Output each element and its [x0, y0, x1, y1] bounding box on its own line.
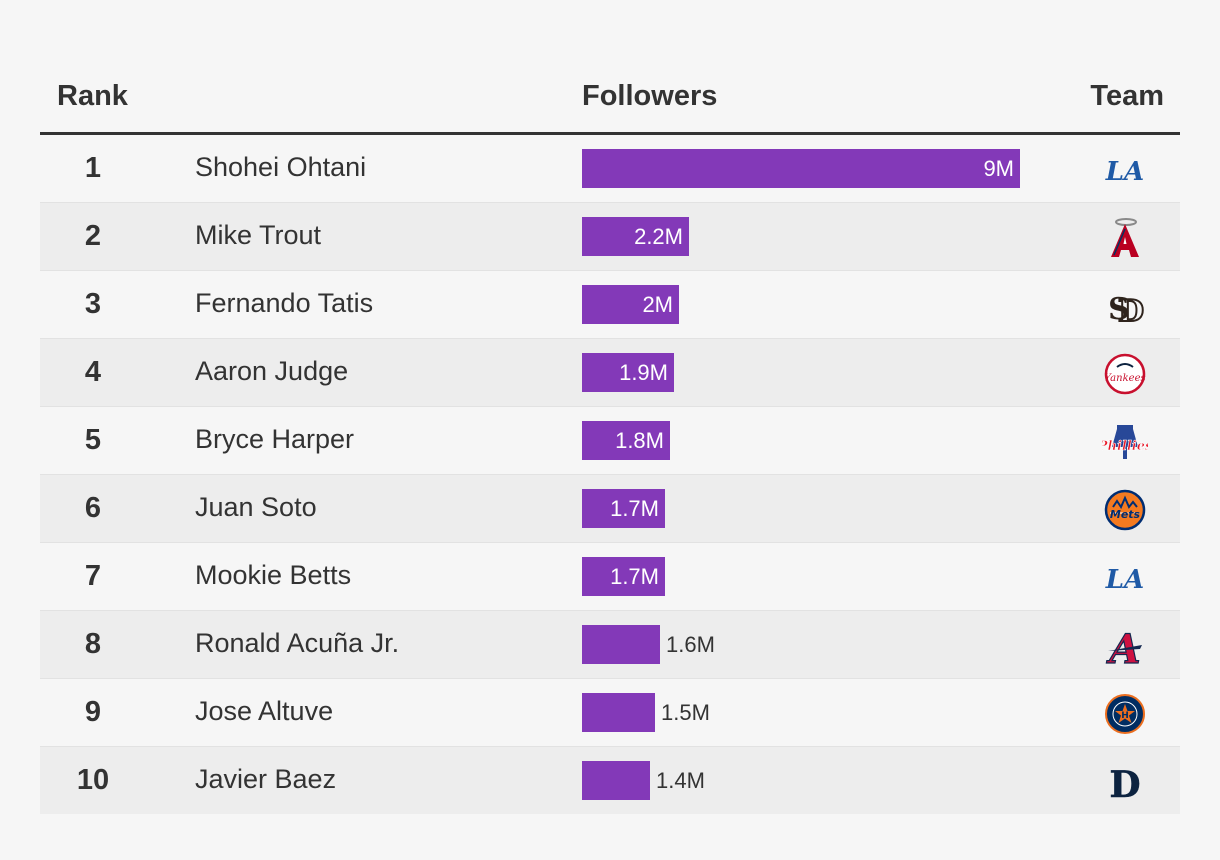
phillies-logo: Phillies	[1102, 419, 1148, 465]
svg-text:D: D	[1118, 294, 1144, 329]
table-row: 4 Aaron Judge 1.9M Yankees	[40, 339, 1180, 407]
table-row: 1 Shohei Ohtani 9M LA	[40, 135, 1180, 203]
team-column-header: Team	[1090, 80, 1164, 112]
rank-value: 10	[76, 764, 110, 796]
table-body: 1 Shohei Ohtani 9M LA 2 Mike Trout 2.2M 3 Fernan…	[40, 135, 1180, 814]
followers-bar	[582, 761, 650, 800]
followers-bar	[582, 557, 665, 596]
table-row: 8 Ronald Acuña Jr. 1.6M A	[40, 611, 1180, 679]
player-name: Mookie Betts	[195, 560, 352, 590]
rank-value: 1	[84, 152, 102, 184]
rank-value: 6	[84, 492, 102, 524]
svg-text:S: S	[1108, 292, 1130, 327]
followers-bar-label: 1.8M	[615, 428, 664, 453]
player-name: Juan Soto	[195, 492, 317, 522]
followers-bar	[582, 353, 674, 392]
followers-bar	[582, 625, 660, 664]
rank-value: 3	[84, 288, 102, 320]
player-name: Aaron Judge	[195, 356, 349, 386]
rank-column-header: Rank	[57, 80, 128, 112]
mets-logo: Mets	[1102, 487, 1148, 533]
followers-bar-label: 1.6M	[666, 632, 715, 657]
table-row: 7 Mookie Betts 1.7M LA	[40, 543, 1180, 611]
followers-bar	[582, 149, 1020, 188]
braves-logo: A	[1102, 623, 1148, 669]
player-name: Mike Trout	[195, 220, 322, 250]
player-name: Shohei Ohtani	[195, 152, 367, 182]
followers-bar	[582, 421, 670, 460]
player-name: Jose Altuve	[195, 696, 334, 726]
followers-bar-label: 2.2M	[634, 224, 683, 249]
rank-value: 5	[84, 424, 102, 456]
followers-table: Rank Followers Team 1 Shohei Ohtani 9M LA 2 M…	[40, 70, 1180, 814]
rank-value: 9	[84, 696, 102, 728]
table-row: 2 Mike Trout 2.2M	[40, 203, 1180, 271]
rank-value: 8	[84, 628, 102, 660]
followers-column-header: Followers	[582, 80, 718, 112]
svg-text:D: D	[1109, 764, 1140, 805]
dodgers-logo: LA	[1102, 555, 1148, 601]
svg-text:Phillies: Phillies	[1102, 439, 1148, 454]
astros-logo: H	[1102, 691, 1148, 737]
table-row: 10 Javier Baez 1.4M D	[40, 747, 1180, 814]
followers-bar-label: 1.5M	[661, 700, 710, 725]
player-name: Fernando Tatis	[195, 288, 374, 318]
svg-text:Yankees: Yankees	[1104, 373, 1145, 384]
followers-bar	[582, 285, 679, 324]
player-name: Javier Baez	[195, 764, 337, 794]
followers-bar-label: 9M	[983, 156, 1014, 181]
table-row: 3 Fernando Tatis 2M S D	[40, 271, 1180, 339]
yankees-logo: Yankees	[1102, 351, 1148, 397]
angels-logo	[1102, 215, 1148, 261]
followers-bar-label: 2M	[642, 292, 673, 317]
followers-bar-label: 1.9M	[619, 360, 668, 385]
followers-bar	[582, 489, 665, 528]
rank-value: 2	[84, 220, 102, 252]
followers-bar	[582, 693, 655, 732]
svg-text:Mets: Mets	[1110, 508, 1141, 521]
table-row: 9 Jose Altuve 1.5M H	[40, 679, 1180, 747]
followers-bar-label: 1.7M	[610, 496, 659, 521]
rank-value: 4	[84, 356, 102, 388]
table-header: Rank Followers Team	[40, 70, 1180, 135]
table-row: 6 Juan Soto 1.7M Mets	[40, 475, 1180, 543]
table-row: 5 Bryce Harper 1.8M Phillies	[40, 407, 1180, 475]
rank-value: 7	[84, 560, 102, 592]
player-name: Bryce Harper	[195, 424, 355, 454]
svg-text:H: H	[1121, 711, 1129, 721]
followers-bar	[582, 217, 689, 256]
svg-text:LA: LA	[1105, 565, 1144, 595]
dodgers-logo: LA	[1102, 147, 1148, 193]
svg-text:LA: LA	[1105, 157, 1144, 187]
player-name: Ronald Acuña Jr.	[195, 628, 400, 658]
tigers-logo: D	[1102, 759, 1148, 805]
followers-bar-label: 1.4M	[656, 768, 705, 793]
followers-bar-label: 1.7M	[610, 564, 659, 589]
